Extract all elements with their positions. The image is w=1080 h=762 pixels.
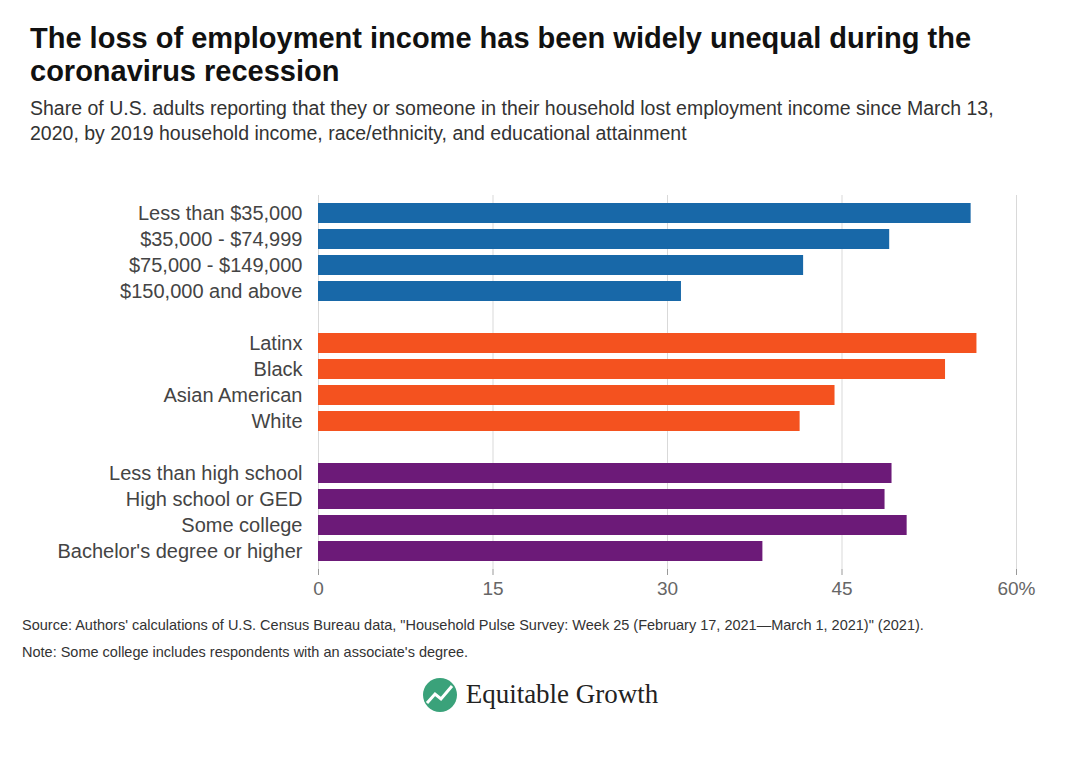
svg-text:Some college: Some college bbox=[181, 514, 302, 536]
svg-text:Latinx: Latinx bbox=[249, 332, 302, 354]
svg-text:60%: 60% bbox=[997, 578, 1035, 599]
html-text:Note: Some college includes re: Note: Some college includes respondents … bbox=[22, 643, 469, 660]
svg-text:0: 0 bbox=[313, 578, 324, 599]
svg-text:Less than $35,000: Less than $35,000 bbox=[138, 202, 303, 224]
svg-text:30: 30 bbox=[657, 578, 678, 599]
svg-text:$150,000 and above: $150,000 and above bbox=[120, 280, 302, 302]
svg-text:White: White bbox=[251, 410, 302, 432]
svg-text:$75,000 - $149,000: $75,000 - $149,000 bbox=[129, 254, 303, 276]
svg-text:Asian American: Asian American bbox=[164, 384, 303, 406]
svg-text:15: 15 bbox=[482, 578, 503, 599]
html-text:The loss of employment income: The loss of employment income has been w… bbox=[30, 22, 971, 87]
svg-text:$35,000 - $74,999: $35,000 - $74,999 bbox=[140, 228, 302, 250]
svg-text:High school or GED: High school or GED bbox=[126, 488, 303, 510]
svg-text:Black: Black bbox=[254, 358, 304, 380]
svg-text:Bachelor's degree or higher: Bachelor's degree or higher bbox=[57, 540, 302, 562]
svg-text:45: 45 bbox=[831, 578, 852, 599]
html-text:Equitable Growth: Equitable Growth bbox=[465, 679, 659, 710]
html-text:Source: Authors' calculations: Source: Authors' calculations of U.S. Ce… bbox=[22, 616, 924, 633]
html-text:Share of U.S. adults reporting: Share of U.S. adults reporting that they… bbox=[30, 97, 994, 145]
svg-text:Less than high school: Less than high school bbox=[109, 462, 302, 484]
